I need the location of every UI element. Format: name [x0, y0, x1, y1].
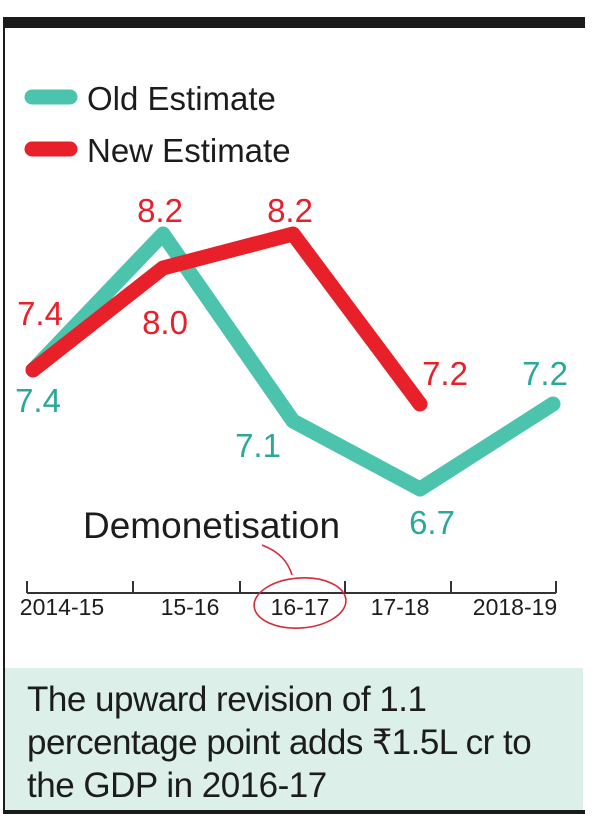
new-estimate-data-label: 8.2 — [267, 192, 313, 229]
summary-note: The upward revision of 1.1 percentage po… — [5, 668, 583, 810]
new-estimate-data-label: 8.0 — [142, 304, 188, 341]
new-estimate-line — [25, 226, 428, 412]
old-estimate-line — [25, 226, 561, 497]
highlight-circle — [253, 577, 347, 629]
old-estimate-data-label: 7.4 — [15, 382, 61, 419]
legend-label: Old Estimate — [87, 80, 276, 117]
x-tick-label: 17-18 — [371, 594, 430, 620]
legend-label: New Estimate — [87, 132, 291, 169]
x-axis: 2014-15 15-16 16-17 17-18 2018-19 — [20, 581, 557, 620]
left-rule — [3, 17, 5, 814]
annotation-connector — [261, 544, 293, 576]
old-estimate-data-label: 7.2 — [522, 355, 568, 392]
old-estimate-data-label: 8.2 — [137, 192, 183, 229]
demonetisation-annotation: Demonetisation — [83, 505, 340, 546]
x-tick-label: 2018-19 — [473, 594, 557, 620]
new-estimate-data-label: 7.2 — [422, 355, 468, 392]
old-estimate-data-label: 7.1 — [235, 427, 281, 464]
x-tick-label: 15-16 — [161, 594, 220, 620]
x-tick-label: 16-17 — [271, 594, 330, 620]
legend: Old Estimate New Estimate — [24, 80, 291, 169]
top-rule — [3, 17, 585, 28]
x-tick-label: 2014-15 — [20, 594, 104, 620]
new-estimate-data-label: 7.4 — [17, 295, 63, 332]
bottom-rule — [3, 810, 585, 814]
old-estimate-data-label: 6.7 — [409, 504, 455, 541]
